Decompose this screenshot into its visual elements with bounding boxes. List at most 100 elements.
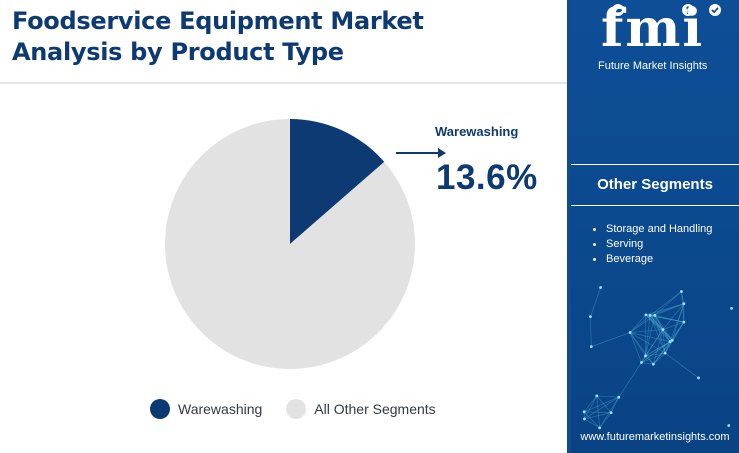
network-link <box>596 395 600 428</box>
pie-slice-warewashing <box>290 119 385 244</box>
network-node <box>598 426 602 430</box>
side-panel: fmi Future Market Insights Other Segment… <box>571 0 739 453</box>
network-link <box>669 321 685 342</box>
network-node <box>589 345 593 349</box>
callout-value: 13.6% <box>436 158 538 197</box>
callout-label: Warewashing <box>435 124 519 139</box>
network-link <box>662 329 673 341</box>
network-link <box>649 315 666 354</box>
network-link <box>681 291 685 323</box>
network-link <box>672 321 685 341</box>
network-link <box>671 303 685 341</box>
title-divider <box>0 82 571 84</box>
network-node <box>697 376 700 380</box>
network-link <box>596 395 612 413</box>
fmi-logo[interactable]: fmi Future Market Insights <box>598 0 728 80</box>
network-node <box>668 340 672 344</box>
network-node <box>588 315 592 318</box>
check-icon <box>709 4 721 16</box>
segment-item: Storage and Handling <box>593 222 712 237</box>
network-link <box>618 362 642 398</box>
title-line-2: Analysis by Product Type <box>12 38 344 66</box>
network-link <box>584 396 619 420</box>
network-node <box>670 338 674 342</box>
network-node <box>617 395 621 399</box>
network-node <box>582 410 586 414</box>
network-link <box>654 303 685 316</box>
network-link <box>645 314 673 341</box>
network-link <box>645 329 664 357</box>
network-node <box>582 417 586 421</box>
segment-item: Beverage <box>593 252 712 267</box>
network-link <box>649 315 671 342</box>
network-link <box>590 287 601 317</box>
network-link <box>629 332 666 354</box>
network-link <box>610 397 620 413</box>
network-link <box>649 303 685 316</box>
network-node <box>628 331 632 334</box>
network-link <box>681 291 685 304</box>
network-link <box>653 352 666 365</box>
figure-icon <box>682 4 694 16</box>
network-node <box>682 320 686 324</box>
network-link <box>654 315 664 330</box>
network-node <box>599 286 603 289</box>
network-link <box>664 352 699 379</box>
other-segments-heading: Other Segments <box>597 176 713 193</box>
website-link[interactable]: www.futuremarketinsights.com <box>580 431 730 443</box>
legend-label: All Other Segments <box>314 401 436 417</box>
network-link <box>645 341 671 357</box>
network-link <box>584 395 598 420</box>
network-node <box>727 424 731 427</box>
network-link <box>654 315 666 354</box>
network-link <box>645 315 656 357</box>
network-node <box>644 313 648 317</box>
network-link <box>590 316 592 347</box>
network-node <box>640 361 643 364</box>
network-link <box>645 314 684 323</box>
network-link <box>649 315 673 341</box>
network-link <box>664 341 671 354</box>
network-link <box>629 315 651 333</box>
network-link <box>664 321 685 354</box>
network-node <box>644 354 647 358</box>
network-link <box>645 314 664 330</box>
network-link <box>645 303 684 316</box>
network-link <box>641 339 673 363</box>
network-link <box>591 332 631 347</box>
title-line-1: Foodservice Equipment Market <box>12 7 424 35</box>
network-node <box>663 351 667 355</box>
network-link <box>649 315 664 330</box>
network-link <box>629 314 647 333</box>
network-link <box>599 397 620 429</box>
network-link <box>629 332 642 363</box>
network-link <box>653 341 671 365</box>
network-link <box>584 412 612 420</box>
pie-chart <box>165 119 446 369</box>
network-link <box>629 332 646 357</box>
network-link <box>669 303 685 342</box>
network-node <box>680 290 683 293</box>
network-node <box>651 362 655 366</box>
legend-swatch-other <box>286 399 307 419</box>
network-node <box>609 411 613 415</box>
panel-divider <box>567 0 571 453</box>
legend-label: Warewashing <box>178 401 263 417</box>
network-link <box>641 329 664 363</box>
fish-icon <box>612 4 624 16</box>
page-title: Foodservice Equipment Market Analysis by… <box>12 6 560 68</box>
network-link <box>654 291 682 316</box>
network-link <box>645 355 654 365</box>
network-link <box>641 362 654 365</box>
network-link <box>654 315 673 341</box>
network-link <box>650 315 684 323</box>
network-link <box>599 412 612 429</box>
network-node <box>682 302 686 306</box>
network-link <box>630 332 671 342</box>
network-node <box>653 313 657 317</box>
network-link <box>653 329 664 365</box>
network-node <box>648 314 652 317</box>
network-link <box>662 329 666 354</box>
network-link <box>645 352 666 357</box>
network-link <box>641 341 671 363</box>
